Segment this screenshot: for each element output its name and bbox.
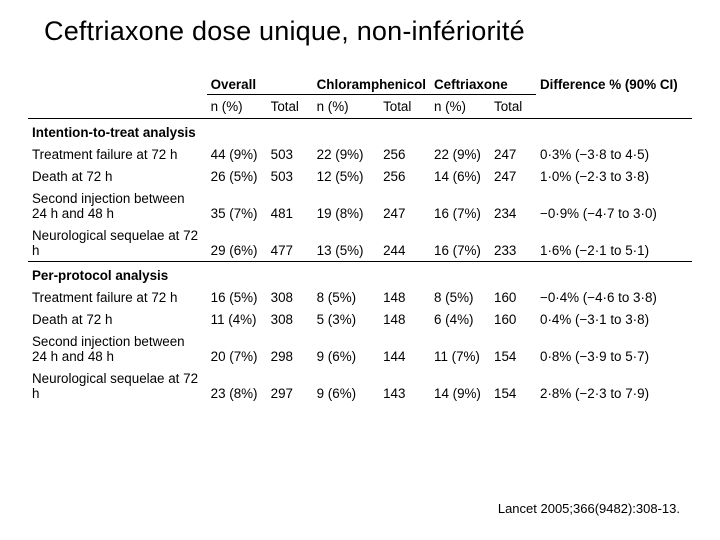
ceftr-n: 6 (4%) [430, 309, 490, 331]
row-name: Death at 72 h [28, 165, 207, 187]
sub-total: Total [379, 94, 430, 118]
overall-total: 477 [267, 224, 313, 262]
chlor-total: 244 [379, 224, 430, 262]
header-chloramphenicol: Chloramphenicol [313, 73, 430, 94]
citation: Lancet 2005;366(9482):308-13. [498, 501, 680, 516]
row-name: Neurological sequelae at 72 h [28, 368, 207, 405]
row-name: Treatment failure at 72 h [28, 287, 207, 309]
blank-subheader [536, 94, 692, 118]
blank-header [28, 73, 207, 94]
overall-total: 308 [267, 309, 313, 331]
chlor-n: 5 (3%) [313, 309, 379, 331]
chlor-n: 13 (5%) [313, 224, 379, 262]
slide: Ceftriaxone dose unique, non-infériorité… [0, 0, 720, 540]
overall-total: 481 [267, 187, 313, 224]
ceftr-total: 233 [490, 224, 536, 262]
slide-title: Ceftriaxone dose unique, non-infériorité [44, 16, 692, 47]
chlor-total: 143 [379, 368, 430, 405]
table-body: Intention-to-treat analysisTreatment fai… [28, 118, 692, 405]
overall-n: 20 (7%) [207, 331, 267, 368]
diff: −0·9% (−4·7 to 3·0) [536, 187, 692, 224]
ceftr-total: 247 [490, 165, 536, 187]
overall-n: 11 (4%) [207, 309, 267, 331]
table-row: Death at 72 h26 (5%)50312 (5%)25614 (6%)… [28, 165, 692, 187]
blank-subheader [28, 94, 207, 118]
row-name: Second injection between 24 h and 48 h [28, 331, 207, 368]
overall-n: 44 (9%) [207, 143, 267, 165]
section-label: Per-protocol analysis [28, 262, 692, 287]
overall-n: 26 (5%) [207, 165, 267, 187]
table-row: Second injection between 24 h and 48 h35… [28, 187, 692, 224]
sub-n: n (%) [207, 94, 267, 118]
diff: −0·4% (−4·6 to 3·8) [536, 287, 692, 309]
chlor-n: 22 (9%) [313, 143, 379, 165]
ceftr-total: 247 [490, 143, 536, 165]
diff: 1·6% (−2·1 to 5·1) [536, 224, 692, 262]
chlor-n: 12 (5%) [313, 165, 379, 187]
overall-total: 503 [267, 143, 313, 165]
row-name: Treatment failure at 72 h [28, 143, 207, 165]
ceftr-n: 22 (9%) [430, 143, 490, 165]
chlor-n: 19 (8%) [313, 187, 379, 224]
chlor-total: 148 [379, 287, 430, 309]
chlor-total: 148 [379, 309, 430, 331]
ceftr-n: 8 (5%) [430, 287, 490, 309]
sub-n: n (%) [430, 94, 490, 118]
section-label: Intention-to-treat analysis [28, 118, 692, 143]
diff: 1·0% (−2·3 to 3·8) [536, 165, 692, 187]
chlor-total: 256 [379, 165, 430, 187]
chlor-total: 144 [379, 331, 430, 368]
chlor-total: 256 [379, 143, 430, 165]
row-name: Neurological sequelae at 72 h [28, 224, 207, 262]
header-overall: Overall [207, 73, 313, 94]
ceftr-total: 154 [490, 331, 536, 368]
chlor-n: 9 (6%) [313, 368, 379, 405]
overall-n: 23 (8%) [207, 368, 267, 405]
table-row: Death at 72 h11 (4%)3085 (3%)1486 (4%)16… [28, 309, 692, 331]
ceftr-total: 160 [490, 309, 536, 331]
overall-n: 16 (5%) [207, 287, 267, 309]
chlor-total: 247 [379, 187, 430, 224]
ceftr-n: 16 (7%) [430, 224, 490, 262]
table-row: Neurological sequelae at 72 h23 (8%)2979… [28, 368, 692, 405]
overall-total: 308 [267, 287, 313, 309]
header-ceftriaxone: Ceftriaxone [430, 73, 536, 94]
ceftr-n: 14 (6%) [430, 165, 490, 187]
ceftr-total: 234 [490, 187, 536, 224]
ceftr-n: 11 (7%) [430, 331, 490, 368]
sub-total: Total [490, 94, 536, 118]
table-row: Treatment failure at 72 h44 (9%)50322 (9… [28, 143, 692, 165]
row-name: Death at 72 h [28, 309, 207, 331]
sub-total: Total [267, 94, 313, 118]
table-row: Treatment failure at 72 h16 (5%)3088 (5%… [28, 287, 692, 309]
diff: 0·4% (−3·1 to 3·8) [536, 309, 692, 331]
ceftr-total: 160 [490, 287, 536, 309]
header-difference: Difference % (90% CI) [536, 73, 692, 94]
overall-total: 503 [267, 165, 313, 187]
data-table: Overall Chloramphenicol Ceftriaxone Diff… [28, 73, 692, 405]
ceftr-n: 16 (7%) [430, 187, 490, 224]
table-row: Second injection between 24 h and 48 h20… [28, 331, 692, 368]
diff: 0·8% (−3·9 to 5·7) [536, 331, 692, 368]
diff: 0·3% (−3·8 to 4·5) [536, 143, 692, 165]
overall-n: 35 (7%) [207, 187, 267, 224]
row-name: Second injection between 24 h and 48 h [28, 187, 207, 224]
overall-n: 29 (6%) [207, 224, 267, 262]
diff: 2·8% (−2·3 to 7·9) [536, 368, 692, 405]
chlor-n: 9 (6%) [313, 331, 379, 368]
overall-total: 297 [267, 368, 313, 405]
sub-n: n (%) [313, 94, 379, 118]
overall-total: 298 [267, 331, 313, 368]
chlor-n: 8 (5%) [313, 287, 379, 309]
ceftr-n: 14 (9%) [430, 368, 490, 405]
ceftr-total: 154 [490, 368, 536, 405]
table-row: Neurological sequelae at 72 h29 (6%)4771… [28, 224, 692, 262]
